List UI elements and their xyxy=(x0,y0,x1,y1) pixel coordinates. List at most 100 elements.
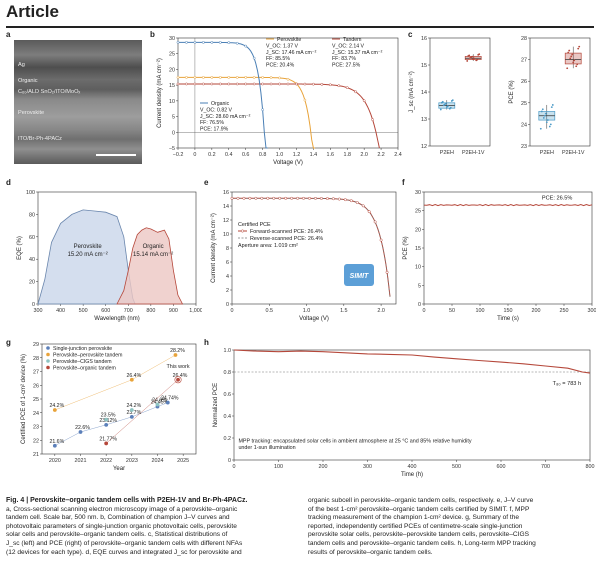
plot-frame xyxy=(529,37,591,147)
y-tick-label: 25 xyxy=(521,101,527,107)
y-tick-label: 0.8 xyxy=(224,370,232,376)
boxplot-chart: 12 13 14 15 16 J_sc (mA cm⁻²) P2EH P2EH-1V 23 24 2… xyxy=(409,36,591,156)
legend-entry: Perovskite–perovskite tandem xyxy=(53,353,123,359)
y-tick-label: 22 xyxy=(33,438,39,444)
jv-marker xyxy=(314,196,317,200)
data-point xyxy=(176,377,180,382)
box-point xyxy=(575,65,578,68)
x-tick-label: 100 xyxy=(476,308,485,314)
y-tick-label: 13 xyxy=(421,117,427,123)
data-label: 21.6% xyxy=(49,439,64,445)
y-axis-label: PCE (%) xyxy=(403,236,409,259)
box-point xyxy=(442,104,445,107)
x-tick-label: 1,000 xyxy=(189,308,202,314)
y-tick-label: 10 xyxy=(223,232,229,238)
y-axis-label: Normalized PCE xyxy=(213,383,219,427)
y-tick-label: 23 xyxy=(33,425,39,431)
caption-line: reported, independently certified PCEs o… xyxy=(308,522,523,530)
jv-marker xyxy=(218,41,222,44)
panel-label-c: c xyxy=(408,30,413,39)
data-point xyxy=(155,402,160,407)
y-tick-label: 24 xyxy=(521,122,527,128)
x-tick-label: 800 xyxy=(146,308,155,314)
jv-marker xyxy=(218,76,222,79)
caption-line: solar cells and perovskite–organic tande… xyxy=(6,531,228,539)
jv-marker xyxy=(218,82,222,86)
jv-marker xyxy=(278,76,281,80)
x-tick-label: 900 xyxy=(169,308,178,314)
x-axis-label: Time (h) xyxy=(401,472,423,478)
x-tick-label: 0 xyxy=(231,308,234,314)
jv-marker xyxy=(176,41,180,44)
caption-title: Fig. 4 | Perovskite–organic tandem cells… xyxy=(6,497,248,504)
jv-marker xyxy=(331,197,335,201)
jv-marker xyxy=(227,82,231,86)
caption-line: perovskite solar cells, perovskite–perov… xyxy=(308,531,529,539)
jv-marker xyxy=(367,210,371,214)
data-point xyxy=(104,441,109,446)
jv-annotation: V_OC: 1.37 V xyxy=(266,43,299,49)
jv-marker xyxy=(266,196,270,200)
x-tick-label: 600 xyxy=(101,308,110,314)
y-tick-label: 5 xyxy=(418,283,421,289)
x-tick-label: −0.2 xyxy=(173,152,184,158)
sem-layer-label: ITO/Br-Ph-4PACz xyxy=(18,136,62,142)
y-axis-label: Current density (mA cm⁻²) xyxy=(211,213,217,283)
x-tick-label: 200 xyxy=(532,308,541,314)
caption-right: organic subcell in perovskite–organic ta… xyxy=(308,497,596,557)
y-axis-label: J_sc (mA cm⁻²) xyxy=(409,71,415,113)
x-tick-label: 0.4 xyxy=(225,152,233,158)
jv-marker xyxy=(202,41,205,44)
y-tick-label: 20 xyxy=(169,67,175,73)
jv-marker xyxy=(286,82,290,86)
legend-marker xyxy=(46,365,50,370)
jv-marker xyxy=(337,197,341,201)
box-point xyxy=(566,67,569,70)
caption-line: (12 devices for each type). d, EQE curve… xyxy=(6,548,242,556)
x-tick-label: 0 xyxy=(193,152,196,158)
y-tick-label: 21 xyxy=(33,452,39,458)
x-tick-label: 800 xyxy=(586,464,595,470)
jv-marker xyxy=(202,76,205,79)
jv-marker xyxy=(252,82,256,86)
box-point xyxy=(571,53,574,56)
box-point xyxy=(544,112,547,115)
jv-marker xyxy=(354,90,358,94)
y-tick-label: 15 xyxy=(421,63,427,69)
x-axis-label: Year xyxy=(113,466,125,472)
x-tick-label: 0.2 xyxy=(208,152,216,158)
jv-marker xyxy=(302,196,306,200)
jv-marker xyxy=(248,196,252,200)
box-point xyxy=(572,61,575,64)
data-label: 23.12% xyxy=(99,418,117,424)
this-work-label: This work xyxy=(166,364,189,370)
caption-line: results of perovskite–organic tandem cel… xyxy=(308,548,433,556)
y-tick-label: 5 xyxy=(172,115,175,121)
y-tick-label: 25 xyxy=(415,209,421,215)
caption-line: J_sc (left) and PCE (right) of perovskit… xyxy=(6,539,243,547)
certified-jv-chart: 0 0.5 1.0 1.5 2.0 0 2 4 6 8 10 12 14 16 Voltage (V) Cur… xyxy=(211,190,397,322)
box-point xyxy=(546,119,549,121)
box-point xyxy=(540,110,543,113)
box-point xyxy=(539,127,542,130)
y-tick-label: 0 xyxy=(172,130,175,136)
plot-frame xyxy=(429,37,491,147)
y-tick-label: 25 xyxy=(169,52,175,58)
x-tick-label: 0 xyxy=(233,464,236,470)
data-label: 23.7% xyxy=(126,410,141,416)
box-point xyxy=(466,60,469,62)
eqe-series-value: 15.20 mA cm⁻² xyxy=(68,252,108,258)
jv-marker xyxy=(286,77,290,81)
legend-entry: Forward-scanned PCE: 26.4% xyxy=(250,229,323,235)
x-tick-label: 500 xyxy=(79,308,88,314)
y-tick-label: 27 xyxy=(33,370,39,376)
mpp-chart: 0 50 100 150 200 250 300 0 5 10 15 20 25 30 Time (s) PC… xyxy=(403,190,596,322)
jv-marker xyxy=(261,76,264,79)
y-tick-label: 40 xyxy=(29,257,35,263)
header-rule xyxy=(6,26,594,28)
category-label: P2EH-1V xyxy=(462,150,485,156)
data-label: 24.45% xyxy=(151,400,169,406)
box-point xyxy=(578,45,581,48)
caption-left: Fig. 4 | Perovskite–organic tandem cells… xyxy=(6,497,296,557)
x-tick-label: 600 xyxy=(497,464,506,470)
